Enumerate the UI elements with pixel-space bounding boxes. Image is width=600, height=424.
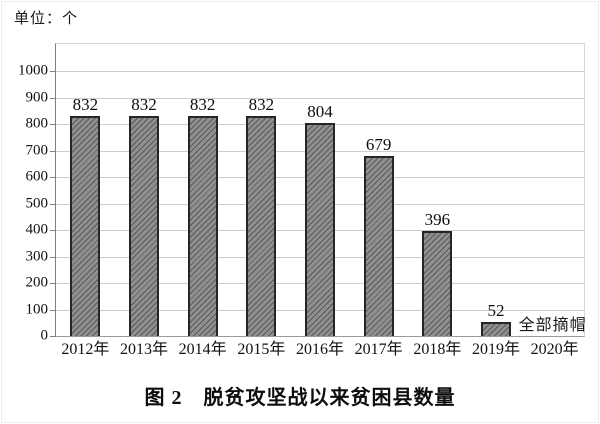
bar-2017年 bbox=[363, 156, 394, 336]
y-axis-label-600: 600 bbox=[25, 168, 49, 185]
gridline-1000 bbox=[56, 71, 584, 72]
bar-2014年 bbox=[187, 115, 218, 336]
y-axis-label-900: 900 bbox=[25, 89, 49, 105]
bar-2012年 bbox=[70, 115, 101, 336]
y-axis-tick-800 bbox=[50, 124, 56, 125]
bar-chart-plot-area: 0 100 200 300 400 500 600 700 800 900 1000 832 2012年… bbox=[18, 43, 587, 358]
x-axis-label-2018年: 2018年 bbox=[413, 341, 462, 358]
bar-value-label-2013年: 832 bbox=[131, 94, 157, 114]
y-axis-unit-label: 单位：个 bbox=[14, 11, 79, 27]
bar-value-label-2016年: 804 bbox=[307, 101, 333, 121]
bar-2018年 bbox=[422, 231, 453, 336]
y-axis-label-800: 800 bbox=[25, 115, 49, 132]
x-axis-label-2016年: 2016年 bbox=[295, 341, 344, 358]
figure-caption: 图 2 脱贫攻坚战以来贫困县数量 bbox=[144, 387, 456, 409]
x-axis-label-2019年: 2019年 bbox=[471, 341, 520, 358]
x-axis-label-2015年: 2015年 bbox=[237, 341, 286, 358]
bar-2015年 bbox=[246, 115, 277, 336]
x-axis-label-2013年: 2013年 bbox=[119, 341, 168, 358]
gridline-900 bbox=[56, 97, 584, 99]
y-axis-label-500: 500 bbox=[25, 195, 49, 211]
bar-value-label-2014年: 832 bbox=[189, 94, 216, 114]
x-axis-label-2012年: 2012年 bbox=[61, 341, 110, 358]
y-axis-tick-400 bbox=[50, 230, 56, 231]
y-axis-label-1000: 1000 bbox=[18, 62, 48, 79]
bar-value-label-2017年: 679 bbox=[365, 135, 392, 155]
bar-2013年 bbox=[129, 115, 159, 336]
bar-2019年 bbox=[481, 322, 511, 336]
bar-value-label-2018年: 396 bbox=[424, 210, 451, 230]
bar-value-label-2012年: 832 bbox=[72, 94, 99, 114]
annotation-1: 全部摘帽 bbox=[518, 317, 587, 334]
bar-value-label-2019年: 52 bbox=[487, 301, 505, 321]
y-axis-tick-1000 bbox=[50, 71, 56, 72]
x-axis-label-2017年: 2017年 bbox=[354, 341, 403, 358]
y-axis-tick-600 bbox=[50, 177, 56, 178]
y-axis-label-200: 200 bbox=[25, 274, 49, 291]
y-axis-label-0: 0 bbox=[40, 327, 49, 344]
y-axis-tick-0 bbox=[50, 336, 56, 337]
y-axis-label-400: 400 bbox=[25, 221, 49, 238]
y-axis-label-100: 100 bbox=[25, 301, 49, 317]
bar-2016年 bbox=[305, 122, 335, 336]
y-axis-label-300: 300 bbox=[25, 248, 49, 264]
y-axis-label-700: 700 bbox=[25, 142, 49, 158]
y-axis-tick-500 bbox=[50, 203, 56, 205]
x-axis-label-2014年: 2014年 bbox=[178, 341, 227, 358]
y-axis-tick-200 bbox=[50, 283, 56, 284]
y-axis-tick-300 bbox=[50, 256, 56, 258]
y-axis-tick-100 bbox=[50, 309, 56, 311]
x-axis-label-2020年: 2020年 bbox=[530, 341, 579, 358]
y-axis-tick-900 bbox=[50, 97, 56, 99]
y-axis-tick-700 bbox=[50, 150, 56, 152]
bar-value-label-2015年: 832 bbox=[248, 94, 275, 114]
